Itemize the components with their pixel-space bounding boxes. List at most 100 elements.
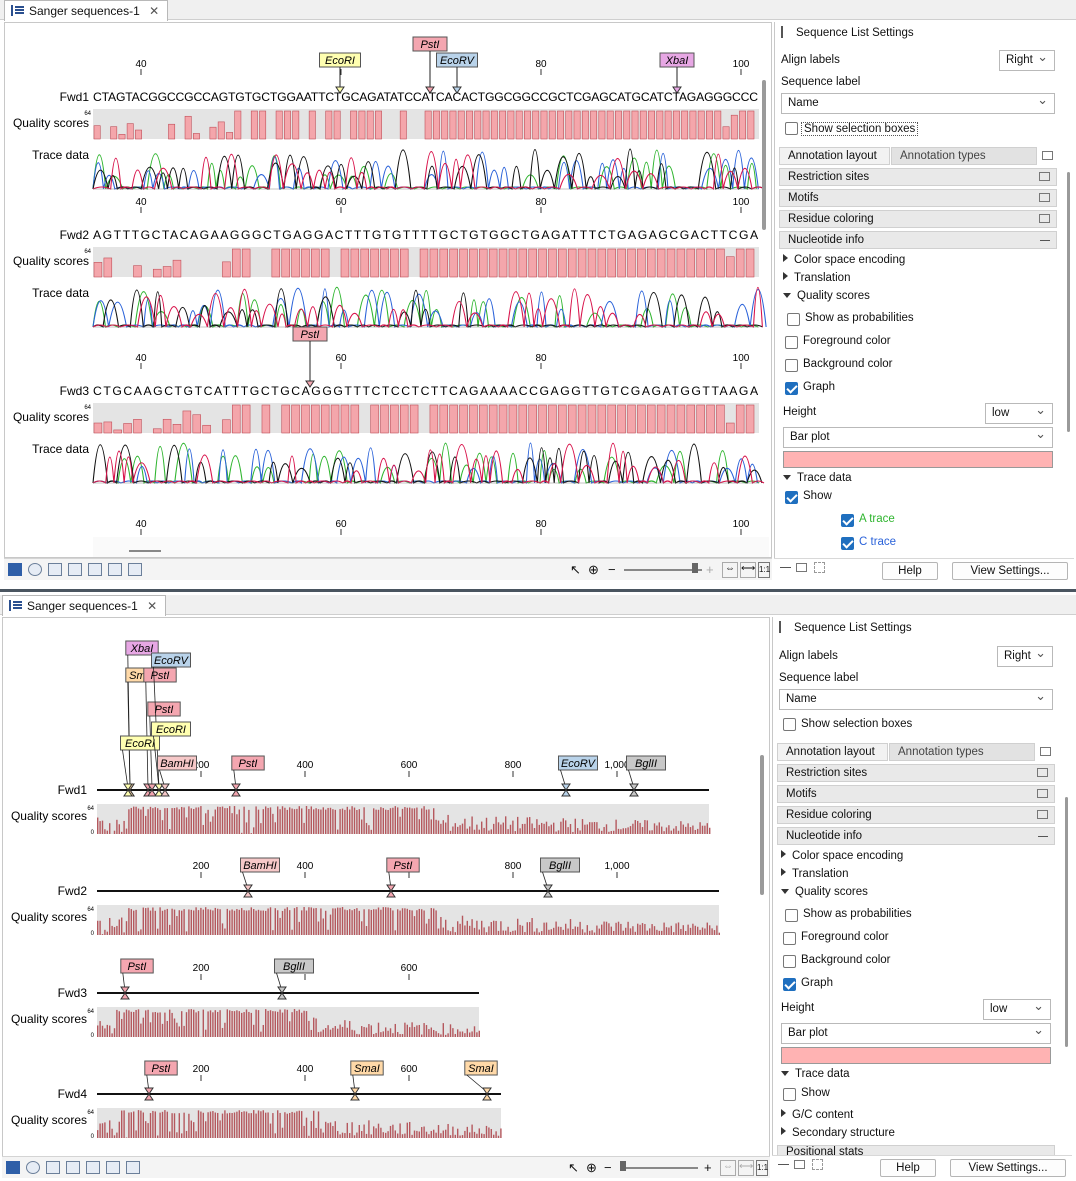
group-collapse-icon[interactable] [1039,172,1050,181]
expand-all-icon[interactable] [794,1160,805,1169]
quality-scores-item[interactable]: Quality scores [783,290,870,302]
one-to-one-icon[interactable]: 1:1 [756,1160,768,1176]
group-collapse-icon[interactable] [1042,151,1053,160]
show-selection-boxes-checkbox[interactable] [785,122,798,135]
dock-icon[interactable] [812,1159,823,1170]
graph-checkbox[interactable] [785,382,798,395]
residue-coloring-group[interactable]: Residue coloring [779,210,1057,228]
fit-width-icon[interactable]: ⇔ [722,562,738,578]
color-space-item[interactable]: Color space encoding [781,850,903,862]
group-collapse-icon[interactable] [1039,214,1050,223]
show-trace-checkbox[interactable] [783,1088,796,1101]
history-view-icon[interactable] [66,1161,80,1174]
text-view-icon[interactable] [46,1161,60,1174]
secondary-structure-item[interactable]: Secondary structure [781,1127,895,1139]
sequence-viewer[interactable]: 406080100Fwd1CTAGTACGGCCGCCAGTGTGCTGGAAT… [4,22,772,558]
table-view-icon[interactable] [86,1161,100,1174]
editor-tab[interactable]: Sanger sequences-1 ✕ [4,0,168,21]
collapse-settings-icon[interactable] [781,26,790,38]
close-icon[interactable]: ✕ [149,4,159,18]
one-to-one-icon[interactable]: 1:1 [758,562,770,578]
collapse-icon[interactable] [1040,240,1050,241]
restriction-sites-group[interactable]: Restriction sites [779,168,1057,186]
editor-tab[interactable]: Sanger sequences-1 ✕ [2,595,166,616]
height-dropdown[interactable]: low [983,999,1051,1020]
sequence-view-icon[interactable] [8,563,22,576]
fit-width-icon[interactable]: ⇔ [720,1160,736,1176]
expand-all-icon[interactable] [796,563,807,572]
zoom-in-icon[interactable]: ⊕ [588,562,604,578]
view-settings-button[interactable]: View Settings... [952,562,1068,580]
settings-scrollbar[interactable] [1065,797,1068,1047]
show-probabilities-checkbox[interactable] [787,313,800,326]
nucleotide-info-group[interactable]: Nucleotide info [777,827,1055,845]
foreground-color-checkbox[interactable] [785,336,798,349]
collapse-icon[interactable] [1038,836,1048,837]
zoom-slider-handle[interactable] [620,1161,626,1171]
zoom-out-icon[interactable]: − [608,562,620,578]
show-selection-boxes-checkbox[interactable] [783,718,796,731]
tab-annotation-types[interactable]: Annotation types [891,147,1037,165]
circular-view-icon[interactable] [28,563,42,576]
zoom-in-small-icon[interactable]: + [704,1160,716,1176]
restriction-sites-group[interactable]: Restriction sites [777,764,1055,782]
view-settings-button[interactable]: View Settings... [950,1159,1066,1177]
close-icon[interactable]: ✕ [147,599,157,613]
table-view-icon[interactable] [88,563,102,576]
group-collapse-icon[interactable] [1037,789,1048,798]
zoom-slider[interactable] [624,569,702,571]
motifs-group[interactable]: Motifs [779,189,1057,207]
sequence-canvas[interactable]: 406080100Fwd1CTAGTACGGCCGCCAGTGTGCTGGAAT… [5,23,772,558]
zoom-out-icon[interactable]: − [604,1160,616,1176]
element-info-icon[interactable] [108,563,122,576]
tab-annotation-types[interactable]: Annotation types [889,743,1035,761]
zoom-in-small-icon[interactable]: + [706,562,718,578]
help-button[interactable]: Help [880,1159,936,1177]
color-space-item[interactable]: Color space encoding [783,254,905,266]
dock-icon[interactable] [814,562,825,573]
height-dropdown[interactable]: low [985,403,1053,424]
gc-content-item[interactable]: G/C content [781,1109,853,1121]
plot-type-dropdown[interactable]: Bar plot [781,1023,1051,1044]
annotation-table-icon[interactable] [126,1161,140,1174]
show-probabilities-checkbox[interactable] [785,909,798,922]
background-color-checkbox[interactable] [785,359,798,372]
annotation-table-icon[interactable] [128,563,142,576]
align-labels-dropdown[interactable]: Right [999,50,1055,71]
translation-item[interactable]: Translation [781,868,848,880]
settings-scrollbar[interactable] [1067,172,1070,432]
history-view-icon[interactable] [68,563,82,576]
vertical-scrollbar[interactable] [762,80,766,230]
trace-data-item[interactable]: Trace data [781,1068,850,1080]
group-collapse-icon[interactable] [1037,768,1048,777]
a-trace-checkbox[interactable] [841,514,854,527]
sequence-label-dropdown[interactable]: Name [781,93,1055,114]
trace-data-item[interactable]: Trace data [783,472,852,484]
fit-both-icon[interactable]: ⟷ [740,562,756,578]
show-trace-checkbox[interactable] [785,491,798,504]
c-trace-checkbox[interactable] [841,537,854,550]
graph-checkbox[interactable] [783,978,796,991]
group-collapse-icon[interactable] [1039,193,1050,202]
zoom-slider[interactable] [620,1167,698,1169]
sequence-view-icon[interactable] [6,1161,20,1174]
align-labels-dropdown[interactable]: Right [997,646,1053,667]
circular-view-icon[interactable] [26,1161,40,1174]
graph-color-swatch[interactable] [781,1047,1051,1064]
fit-both-icon[interactable]: ⟷ [738,1160,754,1176]
motifs-group[interactable]: Motifs [777,785,1055,803]
sequence-label-dropdown[interactable]: Name [779,689,1053,710]
text-view-icon[interactable] [48,563,62,576]
selection-mode-icon[interactable]: ↖ [568,1160,584,1176]
selection-mode-icon[interactable]: ↖ [570,562,586,578]
collapse-all-icon[interactable] [778,1164,789,1165]
nucleotide-info-group[interactable]: Nucleotide info [779,231,1057,249]
quality-scores-item[interactable]: Quality scores [781,886,868,898]
graph-color-swatch[interactable] [783,451,1053,468]
tab-annotation-layout[interactable]: Annotation layout [777,743,888,761]
group-collapse-icon[interactable] [1040,747,1051,756]
translation-item[interactable]: Translation [783,272,850,284]
help-button[interactable]: Help [882,562,938,580]
